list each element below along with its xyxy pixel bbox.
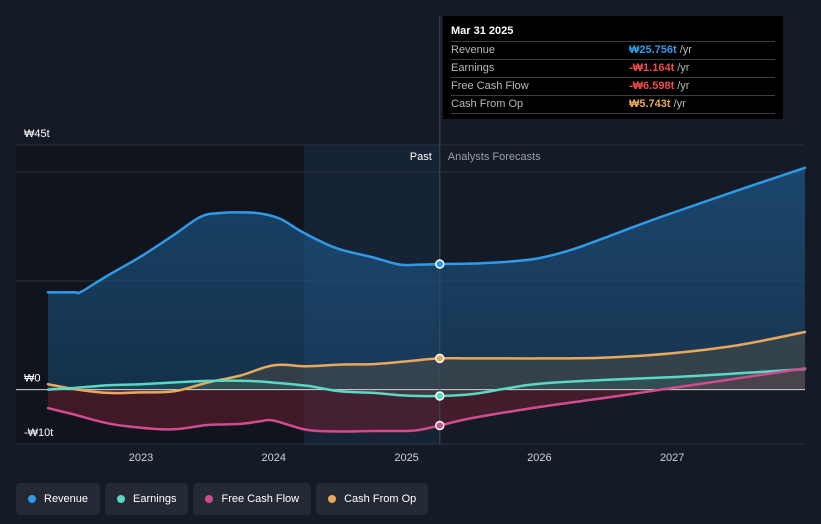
x-tick-label: 2024 [262, 452, 286, 464]
revenue-line [46, 166, 807, 295]
legend-item-earnings[interactable]: Earnings [105, 483, 189, 515]
revenue-area [48, 167, 805, 390]
y-tick-label: ₩45t [24, 128, 50, 140]
tooltip-value-text: -₩1.164t [629, 62, 675, 74]
tooltip-value-text: ₩5.743t [629, 98, 671, 110]
forecast-label: Analysts Forecasts [448, 151, 541, 163]
x-tick-label: 2023 [129, 452, 153, 464]
tooltip-row-free-cash-flow: Free Cash Flow -₩6.598t/yr [451, 78, 775, 96]
tooltip-label: Cash From Op [451, 98, 524, 110]
earnings-line [46, 367, 807, 398]
past-label: Past [410, 151, 432, 163]
legend-label: Revenue [44, 493, 89, 505]
tooltip-value-text: -₩6.598t [629, 80, 675, 92]
tooltip-label: Free Cash Flow [451, 80, 529, 92]
tooltip-label: Earnings [451, 62, 495, 74]
tooltip-unit: /yr [679, 44, 692, 56]
legend-item-free-cash-flow[interactable]: Free Cash Flow [193, 483, 312, 515]
tooltip-value: -₩6.598t/yr [629, 78, 689, 95]
revenue-marker [435, 259, 445, 269]
legend-label: Earnings [133, 493, 177, 505]
cash-from-op-line [46, 330, 807, 395]
x-tick-label: 2025 [394, 452, 418, 464]
tooltip-label: Revenue [451, 44, 496, 56]
legend-label: Free Cash Flow [221, 493, 300, 505]
free-cash-flow-area [48, 368, 805, 432]
legend-dot-icon [205, 495, 214, 503]
legend-item-cash-from-op[interactable]: Cash From Op [316, 483, 429, 515]
tooltip-date: Mar 31 2025 [451, 23, 775, 42]
legend-dot-icon [117, 495, 126, 503]
legend-dot-icon [28, 495, 36, 503]
tooltip-value: ₩25.756t/yr [629, 42, 692, 59]
chart-legend: Revenue Earnings Free Cash Flow Cash Fro… [16, 483, 429, 515]
tooltip-value-text: ₩25.756t [629, 44, 677, 56]
tooltip-unit: /yr [677, 80, 690, 92]
legend-label: Cash From Op [344, 493, 417, 505]
y-tick-label: ₩0 [24, 373, 41, 385]
tooltip-value: ₩5.743t/yr [629, 96, 686, 113]
x-tick-label: 2027 [660, 452, 684, 464]
earnings-marker [435, 391, 445, 401]
free-cash-flow-marker [435, 420, 445, 431]
tooltip-row-earnings: Earnings -₩1.164t/yr [451, 60, 775, 78]
tooltip-row-revenue: Revenue ₩25.756t/yr [451, 42, 775, 60]
tooltip-value: -₩1.164t/yr [629, 60, 689, 77]
legend-item-revenue[interactable]: Revenue [16, 483, 101, 515]
tooltip-unit: /yr [677, 62, 690, 74]
data-tooltip: Mar 31 2025 Revenue ₩25.756t/yr Earnings… [443, 16, 783, 119]
tooltip-row-cash-from-op: Cash From Op ₩5.743t/yr [451, 96, 775, 114]
x-tick-label: 2026 [527, 452, 551, 464]
tooltip-unit: /yr [673, 98, 686, 110]
cash-from-op-marker [435, 353, 445, 364]
legend-dot-icon [328, 495, 337, 503]
y-tick-label: -₩10t [24, 427, 53, 439]
free-cash-flow-line [46, 367, 807, 433]
cash-from-op-area [48, 332, 805, 394]
